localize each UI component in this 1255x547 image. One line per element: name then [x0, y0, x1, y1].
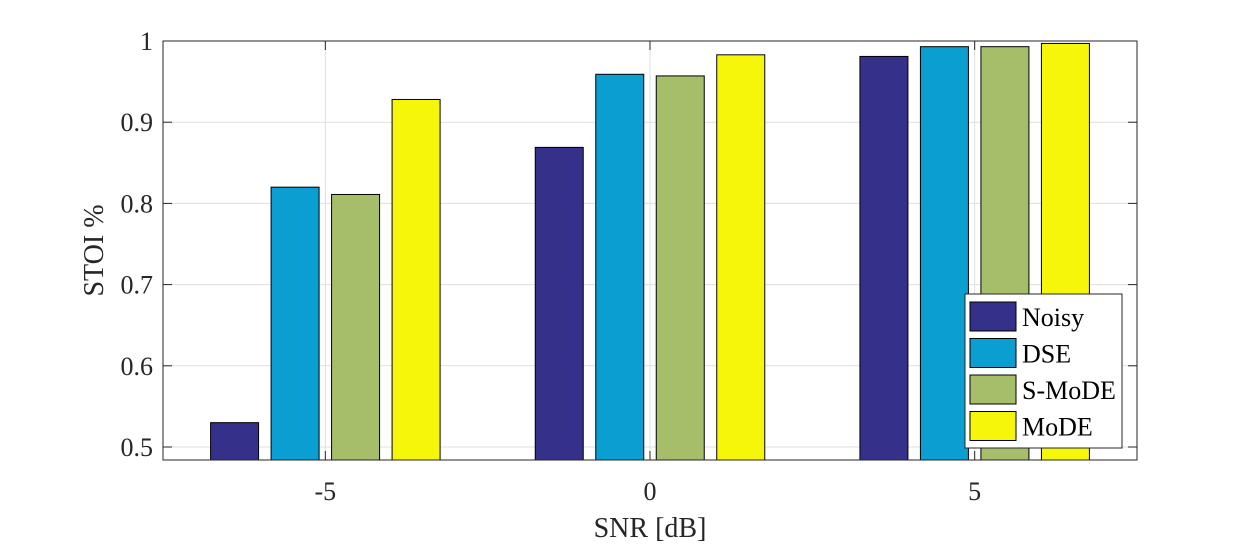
y-tick-label: 0.7 [121, 271, 154, 300]
bar-noisy-0 [534, 146, 584, 461]
legend-swatch [969, 374, 1017, 405]
bar-mode--5 [391, 98, 441, 461]
x-tick-label: 0 [644, 477, 657, 506]
x-tick-label: -5 [314, 477, 336, 506]
legend-label: S-MoDE [1022, 376, 1116, 405]
legend: Noisy DSE S-MoDE MoDE [964, 293, 1123, 449]
legend-label: Noisy [1022, 303, 1084, 332]
y-axis-label: STOI % [79, 204, 110, 296]
legend-swatch [969, 411, 1017, 441]
bar-dse--5 [270, 186, 320, 461]
y-tick-label: 0.5 [121, 433, 154, 462]
x-axis-label: SNR [dB] [594, 513, 707, 544]
bar-dse-5 [919, 46, 969, 461]
x-tick-label: 5 [968, 477, 981, 506]
bar-s-mode--5 [331, 193, 381, 461]
y-tick-label: 0.6 [121, 352, 154, 381]
bar-s-mode-0 [655, 75, 705, 461]
y-tick-label: 0.8 [121, 189, 154, 218]
y-tick-label: 0.9 [121, 108, 154, 137]
bar-dse-0 [595, 73, 645, 461]
bar-mode-0 [716, 54, 766, 461]
bars [210, 42, 1090, 461]
bar-noisy-5 [859, 55, 909, 461]
y-tick-label: 1 [140, 27, 153, 56]
legend-swatch [969, 338, 1017, 368]
bar-noisy--5 [210, 422, 260, 461]
axis-ticks: 0.5 0.6 0.7 0.8 0.9 1 -5 0 5 [121, 27, 1137, 506]
legend-label: MoDE [1022, 413, 1093, 442]
legend-swatch [969, 301, 1017, 332]
legend-label: DSE [1022, 340, 1071, 369]
